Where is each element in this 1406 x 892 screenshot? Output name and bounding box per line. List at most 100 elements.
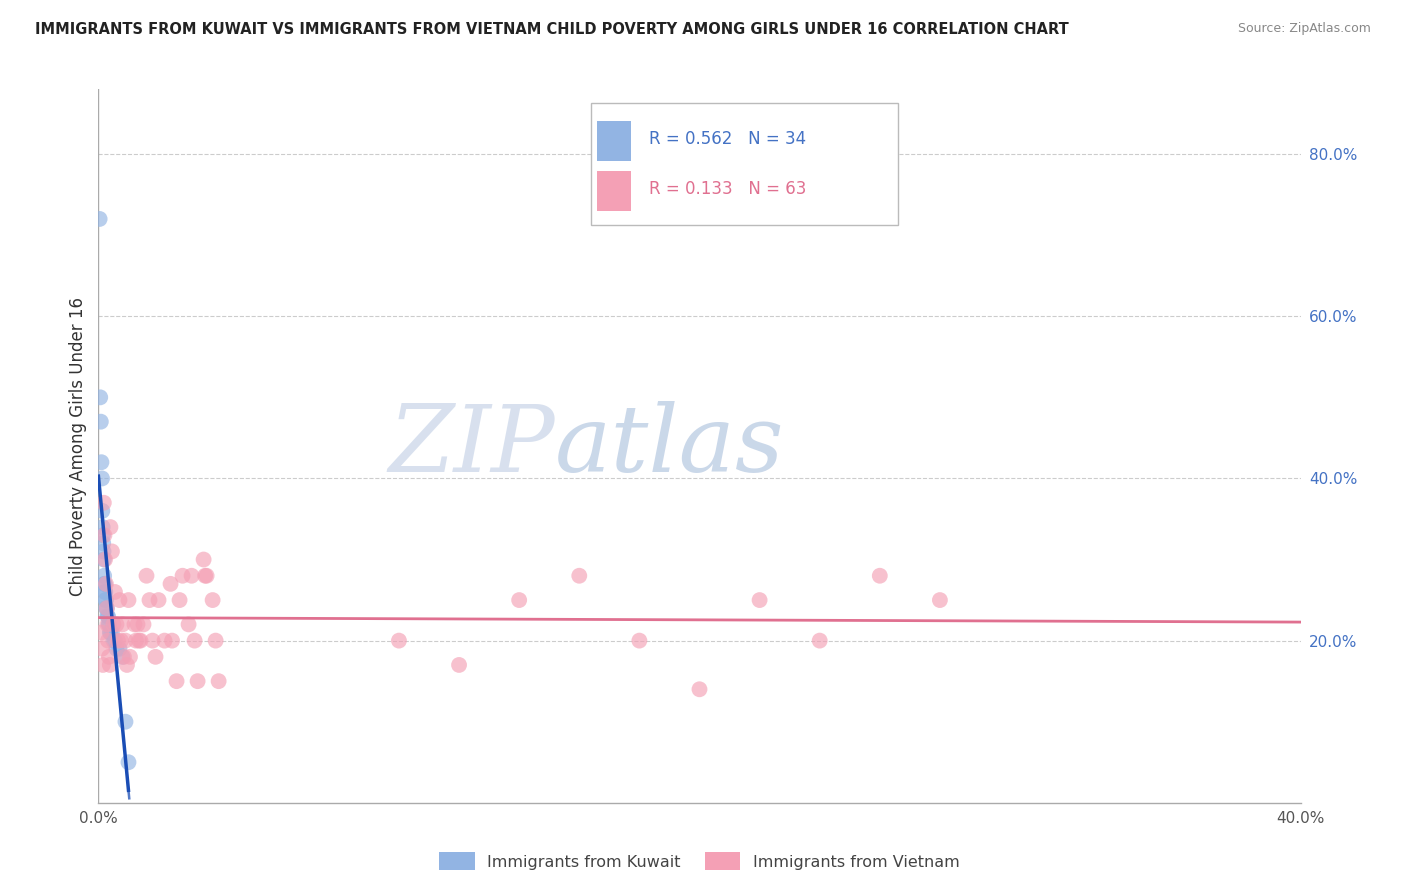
Point: [91, 520, 114, 534]
Bar: [598, 121, 631, 161]
Point: [201, 593, 224, 607]
Point: [93, 577, 115, 591]
Point: [114, 633, 136, 648]
Point: [94, 585, 117, 599]
Point: [194, 568, 217, 582]
Text: R = 0.562   N = 34: R = 0.562 N = 34: [650, 130, 806, 148]
Point: [138, 593, 160, 607]
Point: [103, 617, 125, 632]
Point: [129, 633, 152, 648]
Point: [159, 577, 181, 591]
Point: [107, 633, 129, 648]
Point: [110, 633, 132, 648]
Point: [172, 568, 194, 582]
Point: [135, 568, 157, 582]
Point: [108, 641, 131, 656]
Point: [96, 609, 118, 624]
FancyBboxPatch shape: [592, 103, 898, 225]
Point: [93, 552, 115, 566]
Bar: [598, 171, 631, 211]
Point: [90, 415, 112, 429]
Point: [105, 641, 128, 656]
Point: [388, 633, 411, 648]
Point: [111, 617, 134, 632]
Point: [748, 593, 770, 607]
Point: [145, 649, 167, 664]
Point: [94, 577, 117, 591]
Point: [127, 617, 149, 632]
Point: [91, 657, 114, 672]
Point: [447, 657, 470, 672]
Point: [91, 504, 114, 518]
Point: [177, 617, 200, 632]
Point: [94, 593, 117, 607]
Point: [166, 674, 188, 689]
Point: [628, 633, 651, 648]
Point: [183, 633, 205, 648]
Point: [91, 471, 114, 485]
Point: [104, 585, 127, 599]
Point: [90, 625, 112, 640]
Point: [195, 568, 218, 582]
Text: R = 0.133   N = 63: R = 0.133 N = 63: [650, 180, 807, 198]
Point: [153, 633, 176, 648]
Point: [111, 649, 134, 664]
Text: ZIP: ZIP: [388, 401, 555, 491]
Point: [91, 528, 114, 542]
Point: [97, 633, 120, 648]
Point: [98, 617, 121, 632]
Text: Source: ZipAtlas.com: Source: ZipAtlas.com: [1237, 22, 1371, 36]
Point: [114, 714, 136, 729]
Point: [204, 633, 226, 648]
Point: [97, 609, 120, 624]
Point: [100, 520, 122, 534]
Point: [98, 657, 121, 672]
Text: atlas: atlas: [555, 401, 785, 491]
Point: [128, 633, 150, 648]
Point: [108, 593, 131, 607]
Point: [187, 674, 209, 689]
Point: [568, 568, 591, 582]
Point: [94, 593, 117, 607]
Point: [125, 633, 148, 648]
Point: [96, 617, 118, 632]
Point: [93, 577, 115, 591]
Point: [93, 496, 115, 510]
Point: [101, 625, 124, 640]
Point: [104, 633, 127, 648]
Point: [94, 552, 117, 566]
Point: [208, 674, 231, 689]
Point: [100, 625, 122, 640]
Point: [97, 649, 120, 664]
Point: [869, 568, 891, 582]
Point: [689, 682, 711, 697]
Point: [98, 625, 121, 640]
Point: [93, 528, 115, 542]
Point: [508, 593, 530, 607]
Point: [808, 633, 831, 648]
Point: [96, 601, 118, 615]
Point: [94, 585, 117, 599]
Point: [93, 544, 115, 558]
Legend: Immigrants from Kuwait, Immigrants from Vietnam: Immigrants from Kuwait, Immigrants from …: [433, 846, 966, 877]
Point: [96, 601, 118, 615]
Point: [96, 601, 118, 615]
Point: [117, 756, 139, 770]
Point: [141, 633, 163, 648]
Point: [105, 617, 128, 632]
Point: [148, 593, 170, 607]
Point: [101, 544, 124, 558]
Point: [929, 593, 952, 607]
Point: [193, 552, 215, 566]
Point: [118, 649, 141, 664]
Y-axis label: Child Poverty Among Girls Under 16: Child Poverty Among Girls Under 16: [69, 296, 87, 596]
Point: [115, 657, 138, 672]
Point: [89, 211, 111, 226]
Point: [97, 617, 120, 632]
Point: [160, 633, 183, 648]
Point: [169, 593, 191, 607]
Point: [91, 641, 114, 656]
Point: [117, 593, 139, 607]
Text: IMMIGRANTS FROM KUWAIT VS IMMIGRANTS FROM VIETNAM CHILD POVERTY AMONG GIRLS UNDE: IMMIGRANTS FROM KUWAIT VS IMMIGRANTS FRO…: [35, 22, 1069, 37]
Point: [103, 633, 125, 648]
